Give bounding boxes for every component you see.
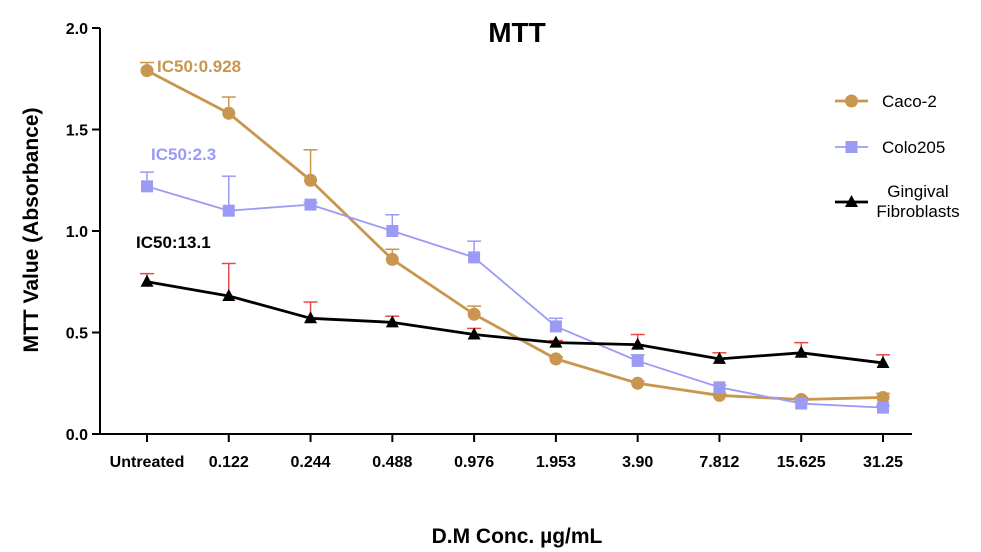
data-point — [712, 351, 726, 364]
data-point — [877, 401, 889, 414]
data-point — [385, 315, 399, 328]
y-axis-label: MTT Value (Absorbance) — [20, 107, 43, 352]
y-tick-label: 0.5 — [66, 326, 88, 343]
ic50-label: IC50:13.1 — [136, 233, 211, 252]
data-point — [631, 376, 645, 390]
y-tick-label: 1.0 — [66, 224, 88, 241]
series-line-1 — [146, 185, 884, 409]
legend-label: Caco-2 — [882, 92, 937, 111]
data-point — [304, 173, 318, 187]
ic50-annotations: IC50:0.928 IC50:2.3 IC50:13.1 — [136, 57, 241, 252]
legend-label: Colo205 — [882, 138, 945, 157]
legend-marker — [845, 195, 858, 207]
x-tick-label: 0.122 — [209, 454, 249, 471]
data-point — [222, 204, 235, 217]
x-tick-label: 0.488 — [372, 454, 412, 471]
chart-title: MTT — [488, 17, 546, 48]
data-point — [386, 225, 399, 237]
y-tick-label: 2.0 — [66, 21, 88, 38]
x-axis-label: D.M Conc. µg/mL — [432, 525, 603, 548]
legend: Caco-2 Colo205 Gingival Fibroblasts — [835, 92, 960, 221]
data-point — [468, 251, 481, 264]
ic50-label: IC50:2.3 — [151, 145, 216, 164]
data-point — [467, 307, 481, 321]
legend-label-line: Gingival — [887, 182, 948, 201]
data-point — [713, 381, 726, 394]
data-point — [141, 180, 153, 193]
data-point — [795, 397, 808, 410]
data-point — [222, 288, 236, 301]
x-tick-label: 3.90 — [622, 454, 653, 471]
series-line-2 — [146, 280, 884, 365]
x-tick-label: 15.625 — [777, 454, 826, 471]
data-point — [304, 311, 318, 324]
data-point — [794, 345, 808, 358]
x-tick-label: Untreated — [110, 454, 185, 471]
series-line-0 — [146, 69, 884, 401]
data-point — [549, 320, 562, 333]
y-tick-label: 1.5 — [66, 123, 88, 140]
data-point — [140, 274, 154, 287]
x-tick-label: 1.953 — [536, 454, 576, 471]
series-markers — [140, 64, 890, 414]
data-point — [385, 252, 399, 266]
data-point — [549, 352, 563, 366]
legend-marker — [845, 141, 858, 153]
legend-marker — [845, 94, 858, 108]
data-point — [876, 355, 890, 368]
ic50-label: IC50:0.928 — [157, 57, 241, 76]
x-tick-label: 7.812 — [699, 454, 739, 471]
data-point — [222, 106, 236, 120]
x-tick-label: 0.976 — [454, 454, 494, 471]
legend-label-line: Fibroblasts — [876, 202, 959, 221]
data-point — [304, 198, 317, 211]
data-point — [876, 390, 890, 404]
legend-label: Gingival Fibroblasts — [876, 182, 959, 221]
series-lines — [146, 69, 884, 409]
data-point — [467, 327, 481, 340]
axes: 0.0 0.5 1.0 1.5 2.0 Untreated 0.122 0.244 0.488 0… — [66, 21, 912, 471]
data-point — [631, 337, 645, 350]
data-point — [140, 64, 154, 78]
data-point — [549, 335, 563, 348]
data-point — [631, 354, 644, 367]
x-tick-label: 0.244 — [291, 454, 331, 471]
y-tick-label: 0.0 — [66, 427, 88, 444]
x-tick-label: 31.25 — [863, 454, 903, 471]
